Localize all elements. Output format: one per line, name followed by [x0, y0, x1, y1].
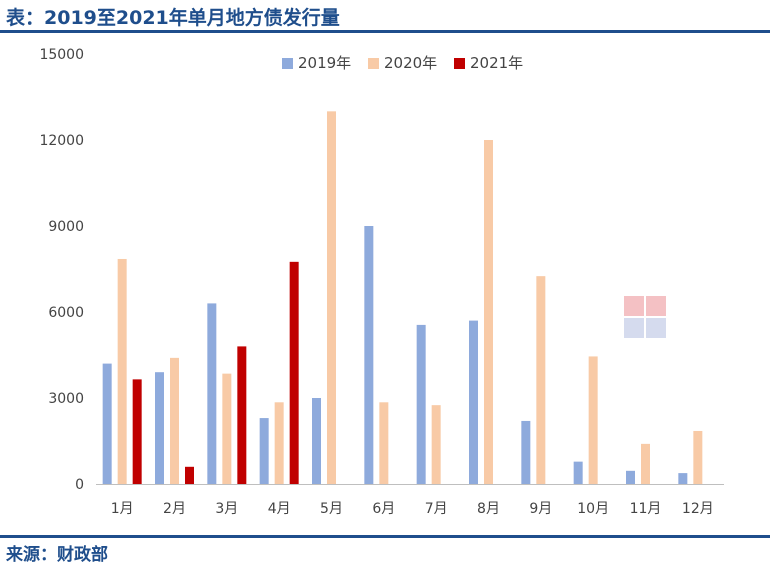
y-tick-label: 12000 [39, 133, 84, 149]
bar [416, 324, 426, 484]
x-tick-label: 6月 [372, 501, 395, 517]
y-tick-label: 0 [75, 477, 84, 493]
bar [237, 346, 247, 484]
x-tick-label: 8月 [477, 501, 500, 517]
legend-swatch [282, 58, 293, 69]
legend-label: 2020年 [384, 54, 437, 72]
header: 表：2019至2021年单月地方债发行量 [0, 0, 770, 32]
bar [170, 357, 179, 484]
series-1 [102, 226, 688, 484]
bar [327, 111, 336, 484]
bar [536, 276, 546, 484]
bar [312, 398, 321, 484]
series-3 [132, 261, 299, 484]
legend-label: 2019年 [298, 54, 351, 72]
bar [379, 402, 389, 484]
bar-chart: 0 3000 6000 9000 12000 15000 1月 2月 3月 4月 5月 6月 7月 8月 9… [39, 47, 724, 517]
bar [274, 402, 284, 484]
legend-item: 2021年 [454, 54, 523, 72]
watermark-logo [624, 296, 666, 338]
footer-divider [0, 535, 770, 538]
bar [364, 226, 374, 484]
bar [521, 420, 531, 484]
x-tick-label: 12月 [682, 501, 714, 517]
page-title: 表：2019至2021年单月地方债发行量 [6, 7, 340, 29]
bar [431, 405, 441, 484]
y-tick-label: 9000 [48, 219, 84, 235]
bar [185, 466, 194, 484]
bar [222, 373, 232, 484]
x-tick-label: 4月 [268, 501, 291, 517]
bar [117, 258, 127, 484]
bar [132, 379, 142, 484]
legend-swatch [368, 58, 379, 69]
bar [102, 363, 112, 484]
bar [155, 372, 164, 484]
x-tick-label: 1月 [111, 501, 134, 517]
x-tick-label: 10月 [577, 501, 609, 517]
bar [641, 443, 650, 484]
bar [693, 430, 703, 484]
y-tick-label: 6000 [48, 305, 84, 321]
bar [678, 473, 688, 484]
source-note: 来源：财政部 [6, 545, 108, 565]
bar [484, 140, 493, 484]
chart-legend: 2019年 2020年 2021年 [282, 54, 523, 72]
x-tick-label: 9月 [529, 501, 552, 517]
legend-item: 2019年 [282, 54, 351, 72]
y-tick-label: 3000 [48, 391, 84, 407]
x-tick-label: 11月 [630, 501, 662, 517]
bar [207, 303, 217, 484]
chart-bars [102, 111, 703, 484]
series-2 [117, 111, 703, 484]
chart-axes: 0 3000 6000 9000 12000 15000 1月 2月 3月 4月 5月 6月 7月 8月 9… [39, 47, 724, 517]
legend-item: 2020年 [368, 54, 437, 72]
x-tick-label: 5月 [320, 501, 343, 517]
x-tick-label: 3月 [215, 501, 238, 517]
x-tick-label: 7月 [425, 501, 448, 517]
y-tick-label: 15000 [39, 47, 84, 63]
x-tick-label: 2月 [163, 501, 186, 517]
legend-label: 2021年 [470, 54, 523, 72]
bar [289, 261, 299, 484]
bar [469, 320, 478, 484]
mysteel-watermark [624, 296, 666, 338]
bar [573, 461, 583, 484]
header-divider [0, 30, 770, 33]
bar [588, 356, 598, 484]
bar [259, 418, 269, 484]
legend-swatch [454, 58, 465, 69]
bar [626, 470, 635, 484]
